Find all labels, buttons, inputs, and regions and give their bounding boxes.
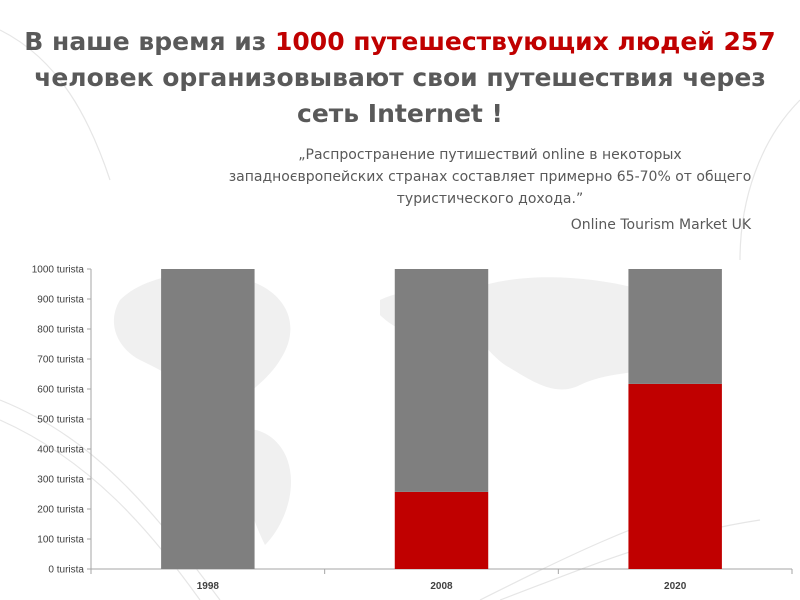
y-tick-label: 900 turista [37, 295, 84, 306]
quote-source: Online Tourism Market UK [400, 215, 751, 235]
y-tick-label: 800 turista [37, 325, 84, 336]
y-tick-label: 600 turista [37, 385, 84, 396]
bar-segment [628, 269, 721, 384]
bar-segment [628, 384, 721, 569]
x-category-label: 2020 [664, 581, 687, 592]
y-tick-label: 1000 turista [32, 265, 85, 276]
stacked-bar-chart: 0 turista 100 turista 200 turista 300 turis… [0, 255, 800, 600]
x-category-label: 2008 [430, 581, 453, 592]
y-tick-label: 400 turista [37, 445, 84, 456]
bar-segment [395, 492, 488, 569]
y-tick-label: 500 turista [37, 415, 84, 426]
title-part2: человек организовывают свои путешествия … [20, 60, 780, 132]
slide-title: В наше время из 1000 путешествующих люде… [20, 24, 780, 132]
title-highlight: 1000 путешествующих людей 257 [275, 27, 776, 56]
y-tick-label: 300 turista [37, 475, 84, 486]
y-tick-label: 700 turista [37, 355, 84, 366]
bar-segment [395, 269, 488, 492]
y-tick-label: 200 turista [37, 505, 84, 516]
y-tick-label: 100 turista [37, 535, 84, 546]
bar-segment [161, 269, 254, 569]
quote-text: „Распространение путишествий online в не… [220, 144, 760, 210]
y-tick-label: 0 turista [48, 565, 84, 576]
x-category-label: 1998 [197, 581, 220, 592]
title-part1: В наше время из [24, 27, 275, 56]
